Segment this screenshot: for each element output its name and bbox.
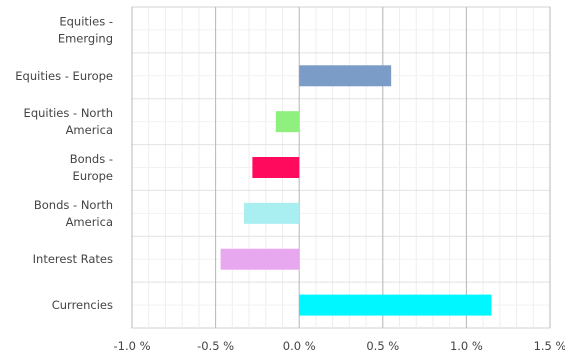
category-label: Interest Rates [33, 252, 113, 266]
category-labels: Equities - Emerging Equities - Europe Equit… [15, 14, 113, 312]
bar [252, 157, 300, 178]
bar [220, 248, 300, 270]
category-label: Equities - North [24, 106, 113, 120]
tick-label: 0.0 % [283, 339, 316, 353]
tick-label: -1.0 % [113, 339, 150, 353]
tick-labels: -1.0 % -0.5 % 0.0 % 0.5 % 1.0 % 1.5 % [113, 339, 565, 353]
tick-label: 1.5 % [534, 339, 565, 353]
category-label: Equities - Europe [15, 69, 113, 83]
tick-label: 0.5 % [366, 339, 399, 353]
bar [299, 294, 492, 316]
category-label: America [66, 123, 113, 137]
tick-label: 1.0 % [450, 339, 483, 353]
category-label: Currencies [52, 298, 113, 312]
bars [220, 19, 492, 316]
category-label: Bonds - North [34, 198, 113, 212]
category-label: Equities - [59, 14, 113, 28]
category-label: Bonds - [70, 152, 113, 166]
bar [275, 111, 300, 133]
bar [244, 202, 300, 224]
category-label: Europe [73, 169, 113, 183]
bar [299, 65, 392, 87]
category-label: Emerging [58, 31, 113, 45]
grid [131, 6, 551, 329]
category-label: America [66, 215, 113, 229]
tick-label: -0.5 % [197, 339, 234, 353]
